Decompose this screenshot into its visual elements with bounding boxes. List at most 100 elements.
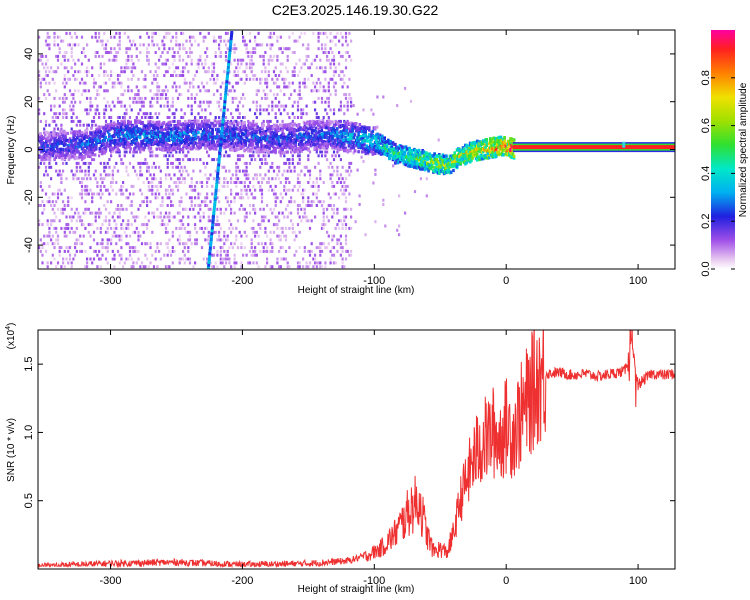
- spectrogram-cell: [307, 249, 310, 253]
- spectrogram-cell: [317, 77, 320, 81]
- spectrogram-cell: [199, 192, 202, 196]
- spectrogram-cell: [58, 35, 61, 39]
- spectrogram-cell: [154, 154, 157, 158]
- spectrogram-cell: [122, 93, 125, 97]
- spectrogram-cell: [154, 165, 157, 169]
- spectrogram-cell: [182, 31, 185, 35]
- spectrogram-cell: [283, 140, 287, 144]
- spectrogram-cell: [327, 51, 330, 54]
- spectrogram-cell: [233, 51, 236, 54]
- spectrogram-cell: [178, 43, 181, 47]
- spectrogram-cell: [55, 230, 58, 234]
- spectrogram-cell: [154, 177, 157, 181]
- spectrogram-cell: [264, 66, 267, 70]
- spectrogram-cell: [154, 135, 157, 139]
- spectrogram-cell: [60, 192, 63, 196]
- spectrogram-cell: [248, 181, 252, 184]
- spectrogram-cell: [55, 169, 58, 173]
- spectrogram-cell: [158, 85, 161, 89]
- spectrogram-cell: [168, 215, 171, 219]
- spectrogram-cell: [245, 169, 248, 173]
- spectrogram-cell: [238, 138, 242, 142]
- spectrogram-cell: [214, 39, 217, 43]
- spectrogram-cell: [199, 31, 202, 35]
- spectrogram-cell: [278, 265, 281, 269]
- spectrogram-cell: [72, 108, 75, 112]
- spectrogram-cell: [320, 249, 324, 253]
- spectrogram-cell: [130, 246, 133, 250]
- spectrogram-cell: [180, 116, 183, 119]
- spectrogram-cell: [161, 93, 164, 97]
- spectrogram-cell: [188, 196, 192, 200]
- spectrogram-cell: [233, 253, 236, 257]
- spectrogram-cell: [128, 204, 132, 207]
- spectrogram-cell: [298, 96, 301, 100]
- spectrogram-cell: [120, 85, 123, 89]
- spectrogram-cell: [209, 112, 212, 116]
- spectrogram-cell: [224, 253, 228, 257]
- spectrogram-cell: [53, 112, 56, 116]
- spectrogram-cell: [50, 238, 53, 242]
- spectrogram-cell: [50, 131, 53, 135]
- spectrogram-cell: [75, 226, 78, 230]
- spectrogram-cell: [65, 234, 68, 238]
- spectrogram-cell: [115, 181, 118, 184]
- spectrogram-cell: [87, 148, 91, 152]
- spectrogram-cell: [115, 161, 118, 165]
- spectrogram-cell: [62, 200, 65, 204]
- spectrogram-cell: [188, 207, 192, 211]
- spectrogram-cell: [50, 261, 53, 265]
- spectrogram-cell: [120, 234, 123, 238]
- spectrogram-cell: [62, 108, 65, 112]
- spectrogram-cell: [290, 211, 293, 215]
- spectrogram-cell: [283, 169, 286, 173]
- spectrogram-cell: [267, 70, 270, 74]
- spectrogram-cell: [178, 54, 181, 58]
- spectrogram-cell: [252, 219, 255, 223]
- spectrogram-cell: [230, 242, 233, 246]
- spectrogram-cell: [339, 54, 342, 58]
- spectrogram-cell: [194, 116, 197, 119]
- spectrogram-cell: [199, 204, 202, 207]
- spectrogram-cell: [319, 150, 322, 154]
- spectrogram-cell: [310, 184, 313, 188]
- spectrogram-cell: [96, 104, 99, 108]
- spectrogram-cell: [116, 131, 119, 135]
- spectrogram-cell: [128, 144, 131, 148]
- spectrogram-cell: [194, 96, 197, 100]
- spectrogram-cell: [98, 31, 101, 35]
- spectrogram-cell: [230, 230, 233, 234]
- spectrogram-cell: [166, 165, 169, 169]
- spectrogram-cell: [259, 77, 262, 81]
- spectrogram-cell: [50, 165, 53, 169]
- spectrogram-cell: [46, 219, 49, 223]
- spectrogram-cell: [74, 77, 77, 81]
- spectrogram-cell: [149, 146, 153, 150]
- spectrogram-cell: [173, 173, 176, 177]
- spectrogram-cell: [284, 77, 288, 81]
- spectrogram-cell: [75, 77, 78, 81]
- spectrogram-cell: [171, 165, 174, 169]
- spectrogram-cell: [208, 124, 212, 128]
- spectrogram-cell: [58, 104, 61, 108]
- spectrogram-cell: [218, 200, 221, 204]
- spectrogram-cell: [274, 112, 277, 116]
- spectrogram-cell: [45, 130, 48, 134]
- spectrogram-cell: [111, 215, 114, 219]
- spectrogram-cell: [148, 148, 151, 152]
- spectrogram-cell: [332, 74, 336, 77]
- spectrogram-cell: [110, 51, 113, 54]
- spectrogram-cell: [180, 200, 183, 204]
- spectrogram-cell: [115, 207, 118, 211]
- spectrogram-cell: [343, 93, 346, 97]
- spectrogram-cell: [111, 181, 114, 184]
- spectrogram-cell: [134, 43, 137, 47]
- spectrogram-cell: [248, 62, 252, 66]
- spectrogram-cell: [113, 54, 116, 58]
- spectrogram-cell: [77, 177, 80, 181]
- spectrogram-cell: [147, 219, 150, 223]
- spectrogram-cell: [254, 134, 257, 138]
- spectrogram-cell: [144, 265, 147, 269]
- spectrogram-cell: [122, 128, 125, 132]
- spectrogram-cell: [159, 134, 162, 138]
